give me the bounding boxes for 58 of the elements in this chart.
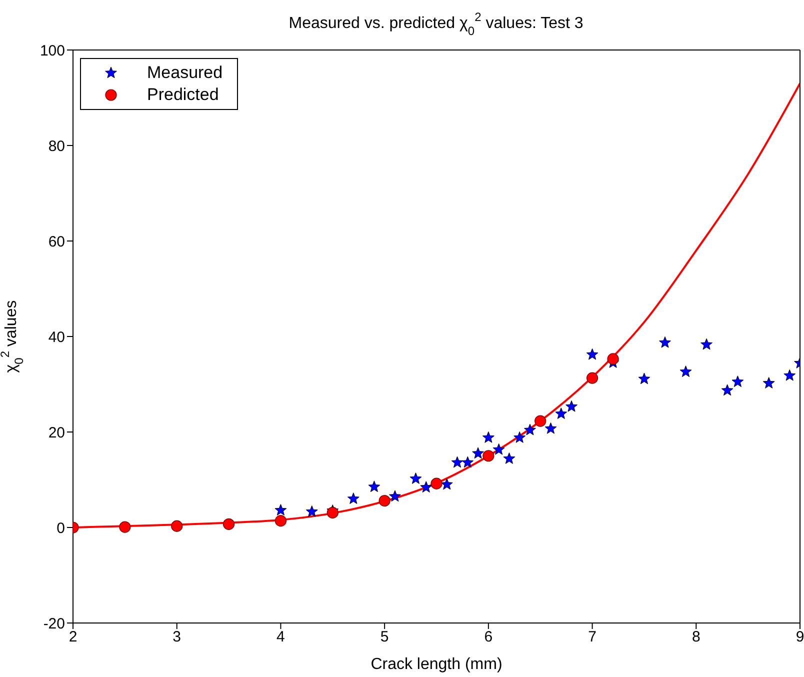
point xyxy=(410,472,422,484)
point xyxy=(451,456,464,468)
point xyxy=(274,515,287,527)
x-tick-label: 3 xyxy=(172,628,182,646)
x-tick-label: 2 xyxy=(68,628,78,646)
point xyxy=(492,443,505,455)
point xyxy=(306,505,318,517)
point xyxy=(482,431,494,443)
y-tick-label: 80 xyxy=(48,138,65,155)
y-tick-label: 100 xyxy=(40,42,65,60)
point xyxy=(378,494,390,507)
y-tick-label: 0 xyxy=(56,520,65,537)
point xyxy=(472,447,484,459)
point xyxy=(119,521,131,533)
point xyxy=(721,384,734,396)
point xyxy=(586,372,598,384)
chart-title: Measured vs. predicted χ$_{0}$$^{2}$ values: Test 3 xyxy=(288,10,584,38)
point xyxy=(659,336,671,348)
point xyxy=(534,415,546,427)
point xyxy=(274,504,287,516)
x-tick-label: 6 xyxy=(484,628,493,646)
y-tick-label: 60 xyxy=(48,233,65,250)
point xyxy=(700,338,712,350)
point xyxy=(222,518,235,530)
point xyxy=(680,366,692,377)
x-tick-label: 4 xyxy=(276,628,285,646)
point xyxy=(389,490,401,502)
point xyxy=(482,450,494,462)
y-tick-label: 20 xyxy=(48,424,65,442)
point xyxy=(462,456,474,468)
y-tick-label: -20 xyxy=(43,615,65,632)
x-tick-label: 5 xyxy=(380,628,389,646)
point xyxy=(430,478,442,490)
x-tick-label: 7 xyxy=(588,628,596,646)
point xyxy=(420,481,432,492)
point xyxy=(784,369,796,381)
x-tick-label: 8 xyxy=(692,628,700,646)
x-axis-title: Crack length (mm) xyxy=(370,656,502,673)
point xyxy=(732,376,744,387)
point xyxy=(368,480,380,492)
point xyxy=(566,400,578,412)
point xyxy=(514,431,526,443)
point xyxy=(171,520,183,532)
y-tick-label: 40 xyxy=(48,328,65,346)
point xyxy=(607,353,619,365)
point xyxy=(586,348,598,360)
point xyxy=(762,377,775,388)
point xyxy=(326,506,338,518)
legend-label: Measured xyxy=(147,63,223,83)
point xyxy=(555,408,568,419)
point xyxy=(440,478,453,490)
x-tick-label: 9 xyxy=(796,628,804,646)
point xyxy=(347,492,360,504)
point xyxy=(544,422,557,434)
point xyxy=(503,452,516,464)
legend-label: Predicted xyxy=(147,85,219,105)
point xyxy=(524,424,536,436)
point xyxy=(638,372,650,384)
